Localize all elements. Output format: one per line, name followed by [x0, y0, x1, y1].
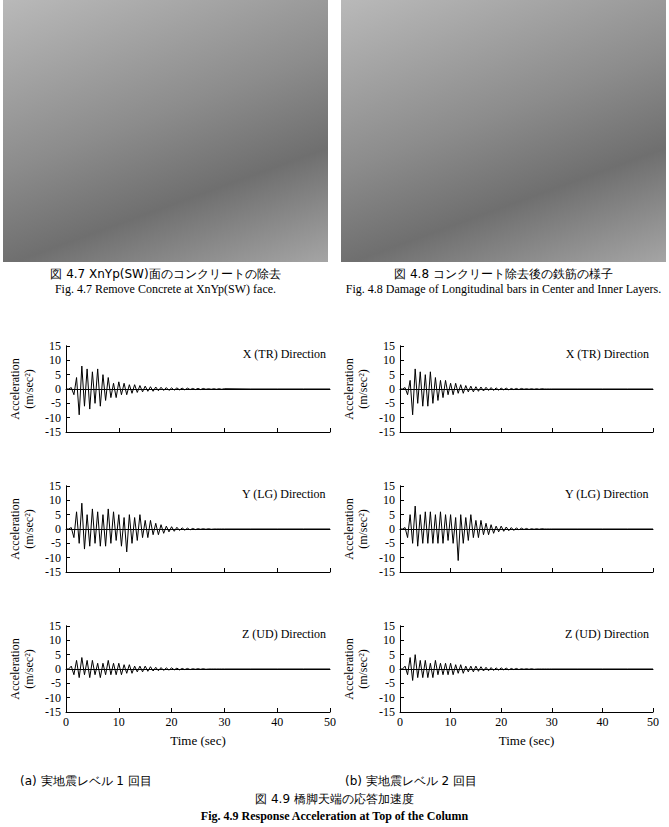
svg-text:-15: -15	[379, 565, 395, 579]
svg-text:30: 30	[546, 715, 558, 729]
svg-text:0: 0	[389, 662, 395, 676]
html-text:図 4.7 XnYp(SW)面のコンクリートの除去: 図 4.7 XnYp(SW)面のコンクリートの除去	[50, 267, 281, 281]
svg-text:-15: -15	[45, 565, 61, 579]
html-text:(a) 実地震レベル 1 回目: (a) 実地震レベル 1 回目	[20, 774, 152, 788]
svg-text:15: 15	[49, 479, 61, 493]
html-text:Fig. 4.8 Damage of Longitudina: Fig. 4.8 Damage of Longitudinal bars in …	[345, 282, 662, 296]
svg-text:X (TR) Direction: X (TR) Direction	[566, 347, 649, 361]
svg-text:(m/sec²): (m/sec²)	[356, 649, 370, 689]
svg-text:40: 40	[596, 715, 608, 729]
svg-text:30: 30	[218, 715, 230, 729]
svg-text:15: 15	[49, 619, 61, 633]
svg-text:20: 20	[166, 715, 178, 729]
svg-text:-15: -15	[45, 425, 61, 439]
svg-text:-10: -10	[45, 411, 61, 425]
html-text:Fig. 4.9 Response Acceleration: Fig. 4.9 Response Acceleration at Top of…	[200, 809, 469, 823]
svg-text:Acceleration: Acceleration	[8, 638, 22, 699]
svg-text:Z (UD) Direction: Z (UD) Direction	[242, 627, 326, 641]
svg-text:Time (sec): Time (sec)	[499, 733, 555, 748]
svg-text:Y (LG) Direction: Y (LG) Direction	[565, 487, 649, 501]
svg-text:Acceleration: Acceleration	[342, 498, 356, 559]
svg-text:15: 15	[383, 339, 395, 353]
html-text:(b) 実地震レベル 2 回目: (b) 実地震レベル 2 回目	[345, 774, 478, 788]
svg-text:-15: -15	[45, 705, 61, 719]
svg-text:Z (UD) Direction: Z (UD) Direction	[565, 627, 649, 641]
svg-text:15: 15	[383, 619, 395, 633]
html-text:Fig. 4.7 Remove Concrete at Xn: Fig. 4.7 Remove Concrete at XnYp(SW) fac…	[54, 282, 277, 296]
svg-text:10: 10	[49, 493, 61, 507]
svg-text:Time (sec): Time (sec)	[170, 733, 226, 748]
svg-text:-10: -10	[379, 551, 395, 565]
svg-text:-10: -10	[45, 691, 61, 705]
svg-text:0: 0	[389, 522, 395, 536]
svg-text:5: 5	[389, 648, 395, 662]
svg-text:0: 0	[55, 382, 61, 396]
svg-text:50: 50	[647, 715, 659, 729]
svg-text:0: 0	[389, 382, 395, 396]
svg-text:5: 5	[389, 368, 395, 382]
svg-text:10: 10	[49, 353, 61, 367]
svg-text:-10: -10	[379, 691, 395, 705]
svg-text:10: 10	[383, 493, 395, 507]
svg-text:Acceleration: Acceleration	[342, 358, 356, 419]
svg-text:10: 10	[445, 715, 457, 729]
svg-text:10: 10	[383, 353, 395, 367]
svg-text:-5: -5	[51, 536, 61, 550]
svg-text:Acceleration: Acceleration	[342, 638, 356, 699]
svg-text:(m/sec²): (m/sec²)	[356, 509, 370, 549]
svg-text:20: 20	[495, 715, 507, 729]
svg-text:Y (LG) Direction: Y (LG) Direction	[242, 487, 326, 501]
svg-text:(m/sec²): (m/sec²)	[356, 369, 370, 409]
svg-text:(m/sec²): (m/sec²)	[22, 369, 36, 409]
svg-text:X (TR) Direction: X (TR) Direction	[243, 347, 326, 361]
svg-text:10: 10	[383, 633, 395, 647]
svg-text:-10: -10	[45, 551, 61, 565]
html-text:図 4.8 コンクリート除去後の鉄筋の様子: 図 4.8 コンクリート除去後の鉄筋の様子	[394, 267, 613, 281]
svg-text:-5: -5	[51, 396, 61, 410]
svg-text:0: 0	[63, 715, 69, 729]
svg-text:5: 5	[55, 648, 61, 662]
svg-text:10: 10	[49, 633, 61, 647]
svg-text:(m/sec²): (m/sec²)	[22, 509, 36, 549]
svg-text:5: 5	[389, 508, 395, 522]
svg-text:0: 0	[55, 662, 61, 676]
svg-text:Acceleration: Acceleration	[8, 358, 22, 419]
svg-text:10: 10	[113, 715, 125, 729]
svg-text:0: 0	[55, 522, 61, 536]
html-text:図 4.9 橋脚天端の応答加速度: 図 4.9 橋脚天端の応答加速度	[255, 792, 414, 806]
svg-text:-5: -5	[385, 396, 395, 410]
svg-text:5: 5	[55, 508, 61, 522]
svg-text:15: 15	[49, 339, 61, 353]
svg-text:(m/sec²): (m/sec²)	[22, 649, 36, 689]
svg-text:0: 0	[397, 715, 403, 729]
svg-text:5: 5	[55, 368, 61, 382]
svg-text:Acceleration: Acceleration	[8, 498, 22, 559]
svg-text:-15: -15	[379, 425, 395, 439]
svg-text:50: 50	[324, 715, 336, 729]
svg-text:-10: -10	[379, 411, 395, 425]
svg-text:-15: -15	[379, 705, 395, 719]
svg-text:15: 15	[383, 479, 395, 493]
svg-text:-5: -5	[385, 536, 395, 550]
svg-text:40: 40	[271, 715, 283, 729]
svg-text:-5: -5	[51, 676, 61, 690]
svg-text:-5: -5	[385, 676, 395, 690]
